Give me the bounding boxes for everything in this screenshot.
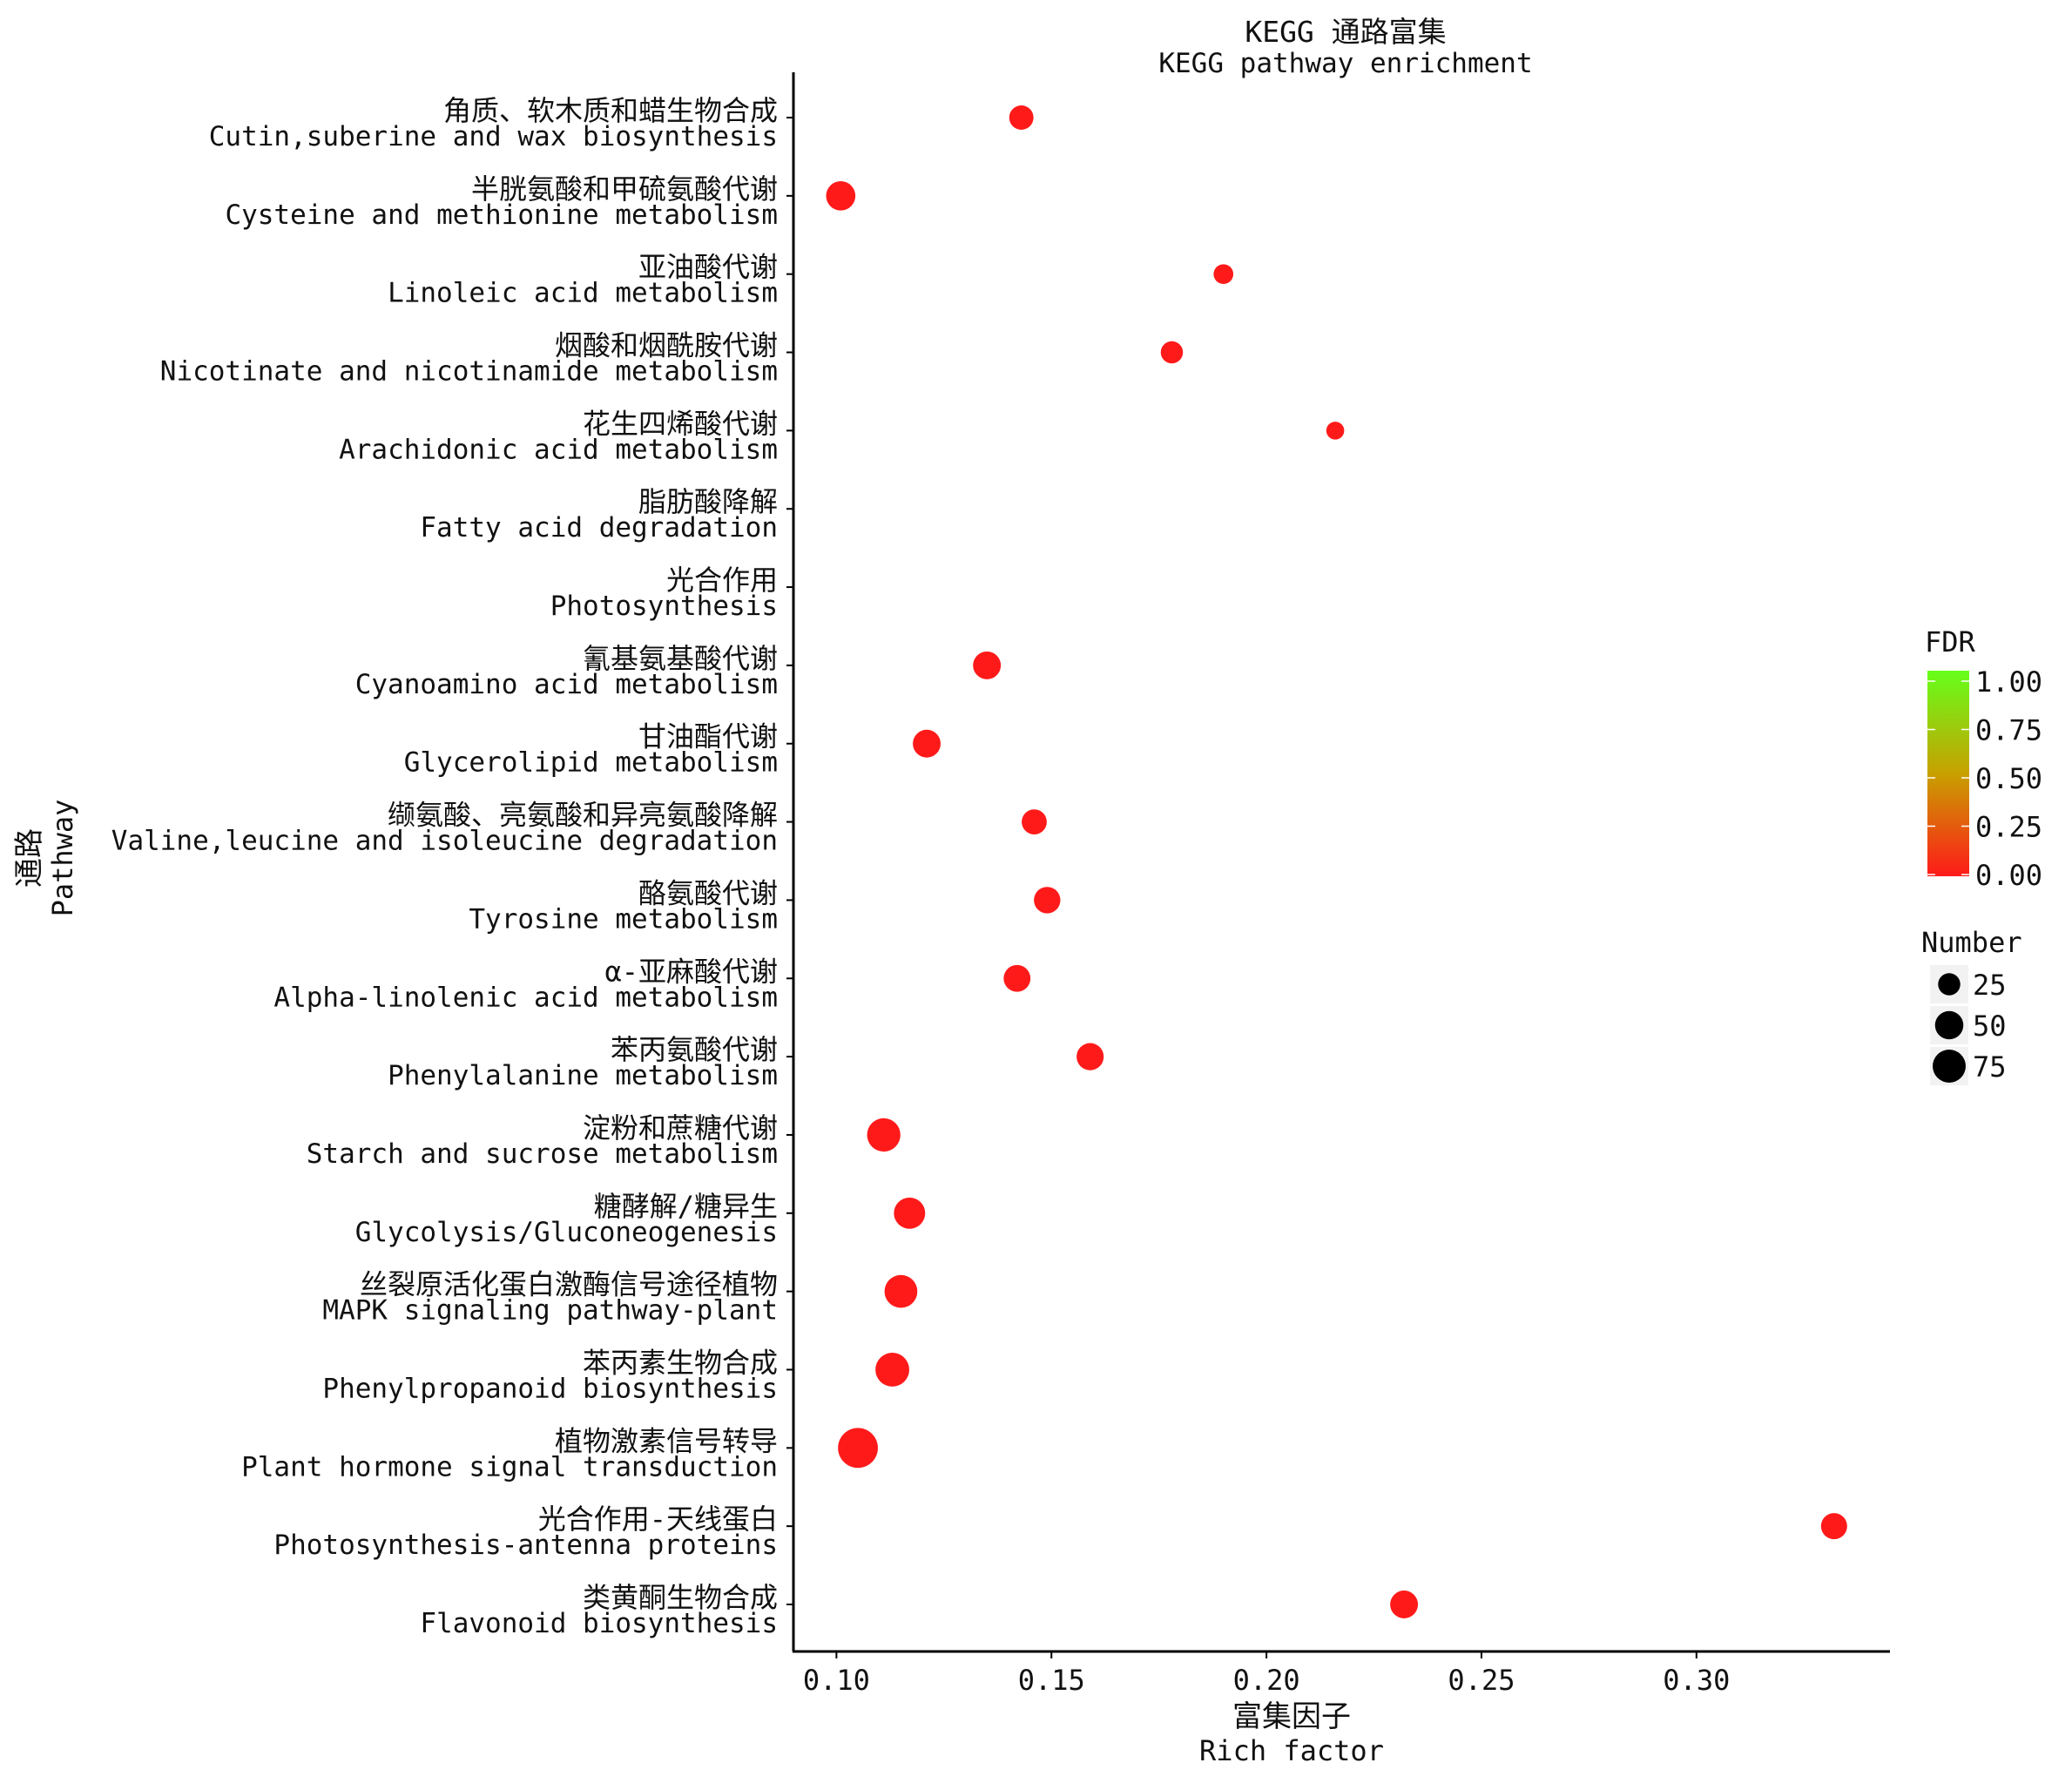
y-tick-label-en: Glycerolipid metabolism <box>404 747 778 779</box>
size-legend-dot <box>1934 1010 1964 1040</box>
y-tick-label-en: Tyrosine metabolism <box>469 903 778 935</box>
y-tick-label-en: Fatty acid degradation <box>420 512 778 544</box>
colorbar-label: 0.50 <box>1975 762 2042 795</box>
x-axis-title: 富集因子 <box>1232 1699 1351 1734</box>
y-tick-label-en: Phenylpropanoid biosynthesis <box>322 1373 778 1404</box>
y-tick-label-cn: 苯丙氨酸代谢 <box>611 1033 778 1066</box>
y-tick-label-cn: 光合作用-天线蛋白 <box>538 1503 778 1536</box>
fdr-legend-title: FDR <box>1925 625 1976 658</box>
y-tick-label-en: Starch and sucrose metabolism <box>307 1138 778 1170</box>
y-tick-label-en: Linoleic acid metabolism <box>388 278 778 309</box>
y-tick-label-cn: 缬氨酸、亮氨酸和异亮氨酸降解 <box>388 799 778 832</box>
y-tick-label-en: Flavonoid biosynthesis <box>420 1608 778 1639</box>
y-tick-label-en: Cyanoamino acid metabolism <box>355 669 778 700</box>
data-point <box>826 181 856 211</box>
y-tick-label-cn: 花生四烯酸代谢 <box>583 407 778 440</box>
y-tick-label-cn: α-亚麻酸代谢 <box>604 955 778 988</box>
data-point <box>1076 1043 1104 1070</box>
data-point <box>1022 809 1047 834</box>
data-point <box>973 651 1002 679</box>
y-tick-label-cn: 氰基氨基酸代谢 <box>583 642 778 675</box>
y-axis-title: 通路 <box>12 828 47 888</box>
y-axis-title-en: Pathway <box>46 800 79 917</box>
data-point <box>838 1428 878 1469</box>
size-legend-label: 75 <box>1973 1050 2007 1084</box>
y-tick-label-cn: 亚油酸代谢 <box>638 251 778 284</box>
data-point <box>1390 1591 1419 1618</box>
y-tick-label-cn: 烟酸和烟酰胺代谢 <box>555 329 778 362</box>
y-tick-label-en: Phenylalanine metabolism <box>388 1060 778 1091</box>
y-tick-label-en: Photosynthesis-antenna proteins <box>273 1530 778 1561</box>
size-legend-label: 25 <box>1973 969 2007 1002</box>
y-tick-label-cn: 苯丙素生物合成 <box>583 1346 778 1379</box>
colorbar-label: 0.00 <box>1975 859 2042 892</box>
x-tick-label: 0.25 <box>1448 1664 1515 1697</box>
y-tick-label-cn: 糖酵解/糖异生 <box>594 1190 778 1223</box>
colorbar-label: 1.00 <box>1975 665 2042 699</box>
data-point <box>884 1274 918 1308</box>
x-axis-title-en: Rich factor <box>1199 1734 1384 1767</box>
data-point <box>1820 1513 1847 1540</box>
y-tick-label-cn: 半胱氨酸和甲硫氨酸代谢 <box>471 172 778 206</box>
y-tick-label-cn: 类黄酮生物合成 <box>583 1581 778 1614</box>
data-point <box>1213 264 1234 285</box>
fdr-colorbar <box>1927 671 1969 876</box>
size-legend-label: 50 <box>1973 1010 2007 1043</box>
data-point <box>1003 964 1031 992</box>
y-tick-label-en: Photosynthesis <box>550 591 778 622</box>
y-tick-label-en: Cysteine and methionine metabolism <box>225 199 778 231</box>
data-point <box>913 729 942 758</box>
size-legend-dot <box>1938 973 1961 996</box>
colorbar-label: 0.25 <box>1975 811 2042 844</box>
y-tick-label-en: Valine,leucine and isoleucine degradatio… <box>111 826 778 857</box>
data-point <box>875 1353 909 1387</box>
colorbar-label: 0.75 <box>1975 714 2042 747</box>
data-point <box>1034 887 1061 914</box>
y-tick-label-en: Plant hormone signal transduction <box>241 1451 778 1482</box>
data-point <box>894 1197 926 1229</box>
y-tick-label-cn: 丝裂原活化蛋白激酶信号途径植物 <box>360 1268 778 1301</box>
x-tick-label: 0.30 <box>1663 1664 1730 1697</box>
size-legend-title: Number <box>1921 926 2022 959</box>
x-tick-label: 0.10 <box>803 1664 870 1697</box>
y-tick-label-en: Cutin,suberine and wax biosynthesis <box>209 121 778 152</box>
data-point <box>1009 105 1034 130</box>
data-point <box>1326 422 1345 440</box>
y-tick-label-cn: 脂肪酸降解 <box>638 485 778 518</box>
y-tick-label-cn: 角质、软木质和蜡生物合成 <box>443 94 778 127</box>
y-tick-label-en: Alpha-linolenic acid metabolism <box>273 982 778 1013</box>
size-legend-dot <box>1933 1050 1966 1083</box>
y-tick-label-cn: 植物激素信号转导 <box>555 1424 778 1457</box>
x-tick-label: 0.15 <box>1018 1664 1085 1697</box>
y-tick-label-cn: 甘油酯代谢 <box>638 720 778 753</box>
y-tick-label-cn: 淀粉和蔗糖代谢 <box>583 1111 778 1145</box>
y-tick-label-cn: 光合作用 <box>666 564 778 597</box>
y-tick-label-cn: 酪氨酸代谢 <box>638 876 778 909</box>
data-point <box>1160 341 1184 364</box>
chart-title: KEGG 通路富集 <box>1245 15 1446 49</box>
y-tick-label-en: Glycolysis/Gluconeogenesis <box>355 1217 778 1248</box>
y-tick-label-en: MAPK signaling pathway-plant <box>322 1295 778 1327</box>
data-point <box>867 1118 901 1152</box>
y-tick-label-en: Arachidonic acid metabolism <box>339 434 778 465</box>
y-tick-label-en: Nicotinate and nicotinamide metabolism <box>160 356 778 388</box>
chart-subtitle: KEGG pathway enrichment <box>1158 48 1532 79</box>
x-tick-label: 0.20 <box>1233 1664 1300 1697</box>
